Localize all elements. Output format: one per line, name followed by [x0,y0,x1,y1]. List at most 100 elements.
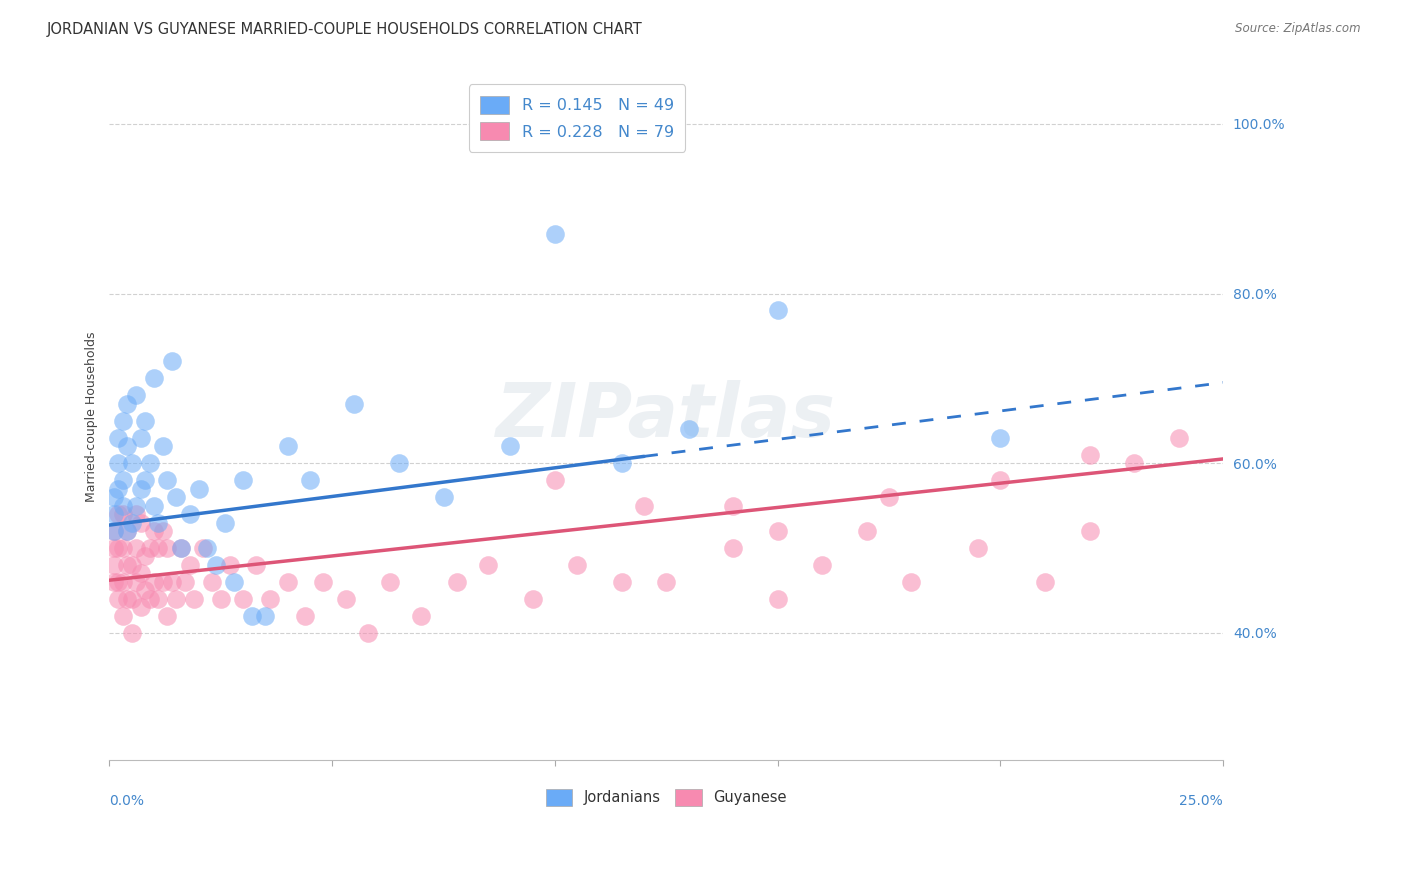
Point [152,524,174,538]
Point [143,524,166,538]
Point [544,473,567,487]
Point [610,574,633,589]
Point [446,574,468,589]
Point [121,456,143,470]
Point [111,608,134,623]
Point [990,473,1012,487]
Point [103,558,125,572]
Point [125,388,148,402]
Point [240,608,263,623]
Point [232,473,254,487]
Text: 0.0%: 0.0% [110,794,145,808]
Point [115,397,138,411]
Point [165,591,187,606]
Point [107,482,129,496]
Point [156,608,179,623]
Point [152,574,174,589]
Point [766,303,789,318]
Point [111,574,134,589]
Point [655,574,678,589]
Point [298,473,321,487]
Point [197,541,219,555]
Point [224,574,246,589]
Y-axis label: Married-couple Households: Married-couple Households [86,331,98,502]
Point [633,499,655,513]
Point [187,482,209,496]
Point [1078,524,1101,538]
Point [335,591,357,606]
Point [103,490,125,504]
Point [156,541,179,555]
Point [218,558,240,572]
Point [191,541,214,555]
Point [143,371,166,385]
Point [129,566,152,581]
Point [432,490,454,504]
Point [855,524,877,538]
Point [121,625,143,640]
Point [103,574,125,589]
Point [610,456,633,470]
Point [148,541,170,555]
Point [388,456,411,470]
Point [277,439,299,453]
Point [1033,574,1056,589]
Point [277,574,299,589]
Point [115,524,138,538]
Point [111,541,134,555]
Point [721,541,744,555]
Point [990,431,1012,445]
Point [294,608,316,623]
Point [721,499,744,513]
Point [121,516,143,530]
Point [170,541,193,555]
Point [143,499,166,513]
Point [179,558,201,572]
Point [152,439,174,453]
Text: JORDANIAN VS GUYANESE MARRIED-COUPLE HOUSEHOLDS CORRELATION CHART: JORDANIAN VS GUYANESE MARRIED-COUPLE HOU… [46,22,643,37]
Point [156,473,179,487]
Point [107,456,129,470]
Point [134,473,156,487]
Point [165,490,187,504]
Point [209,591,232,606]
Point [245,558,267,572]
Point [138,541,160,555]
Point [174,574,197,589]
Text: 25.0%: 25.0% [1180,794,1223,808]
Point [121,591,143,606]
Point [111,507,134,521]
Point [544,227,567,241]
Point [138,456,160,470]
Point [103,507,125,521]
Point [1167,431,1189,445]
Point [115,558,138,572]
Point [877,490,900,504]
Point [254,608,277,623]
Point [129,516,152,530]
Point [678,422,700,436]
Point [214,516,236,530]
Point [811,558,834,572]
Point [115,524,138,538]
Point [766,591,789,606]
Point [125,574,148,589]
Point [138,591,160,606]
Point [312,574,335,589]
Point [205,558,228,572]
Point [183,591,205,606]
Point [103,541,125,555]
Point [115,439,138,453]
Point [378,574,401,589]
Text: ZIPatlas: ZIPatlas [496,380,837,453]
Point [134,583,156,598]
Text: Source: ZipAtlas.com: Source: ZipAtlas.com [1236,22,1361,36]
Point [134,414,156,428]
Point [125,499,148,513]
Point [148,591,170,606]
Point [107,507,129,521]
Point [111,499,134,513]
Point [111,414,134,428]
Point [1123,456,1146,470]
Point [411,608,433,623]
